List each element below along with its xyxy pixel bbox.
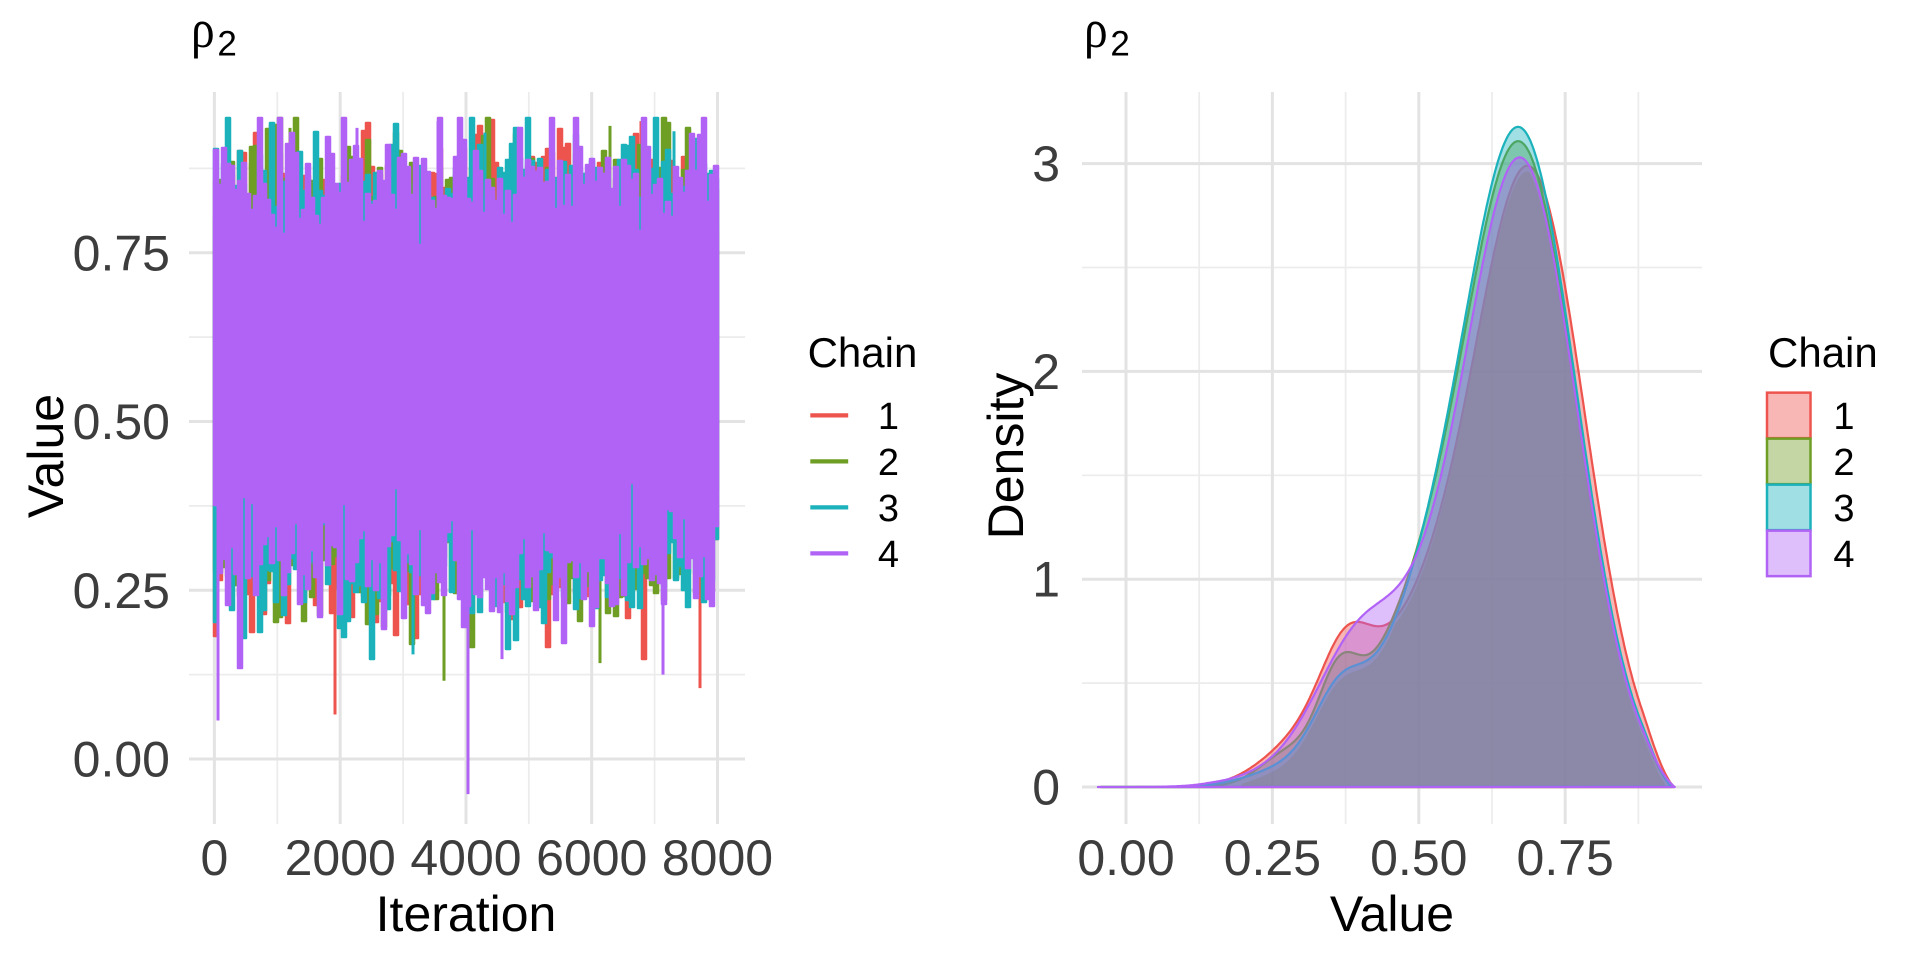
svg-text:2000: 2000 xyxy=(285,830,396,886)
svg-text:3: 3 xyxy=(878,488,899,530)
svg-text:4: 4 xyxy=(878,534,899,576)
svg-text:4000: 4000 xyxy=(410,830,521,886)
svg-text:Chain: Chain xyxy=(1768,329,1878,376)
svg-text:2: 2 xyxy=(1032,344,1060,400)
svg-text:0.00: 0.00 xyxy=(73,732,170,788)
svg-text:2: 2 xyxy=(1110,24,1129,63)
svg-text:2: 2 xyxy=(878,442,899,484)
svg-text:0.00: 0.00 xyxy=(1077,830,1174,886)
svg-text:3: 3 xyxy=(1032,136,1060,192)
svg-text:1: 1 xyxy=(1833,396,1854,438)
svg-text:4: 4 xyxy=(1833,534,1854,576)
svg-text:0.75: 0.75 xyxy=(1517,830,1614,886)
svg-text:ρ: ρ xyxy=(1084,0,1108,59)
svg-text:6000: 6000 xyxy=(536,830,647,886)
svg-text:ρ: ρ xyxy=(191,0,215,59)
svg-text:0.25: 0.25 xyxy=(73,563,170,619)
svg-text:0.25: 0.25 xyxy=(1224,830,1321,886)
svg-text:2: 2 xyxy=(1833,442,1854,484)
svg-text:Iteration: Iteration xyxy=(376,886,557,942)
svg-text:0.50: 0.50 xyxy=(1370,830,1467,886)
svg-text:0: 0 xyxy=(1032,760,1060,816)
svg-text:Chain: Chain xyxy=(808,329,918,376)
svg-text:8000: 8000 xyxy=(662,830,773,886)
svg-text:2: 2 xyxy=(217,24,236,63)
svg-text:0.75: 0.75 xyxy=(73,225,170,281)
svg-text:Density: Density xyxy=(978,373,1034,540)
svg-text:Value: Value xyxy=(1330,886,1454,942)
svg-text:0: 0 xyxy=(200,830,228,886)
svg-text:Value: Value xyxy=(18,394,74,518)
svg-text:1: 1 xyxy=(878,396,899,438)
svg-text:1: 1 xyxy=(1032,552,1060,608)
svg-text:3: 3 xyxy=(1833,488,1854,530)
svg-text:0.50: 0.50 xyxy=(73,394,170,450)
